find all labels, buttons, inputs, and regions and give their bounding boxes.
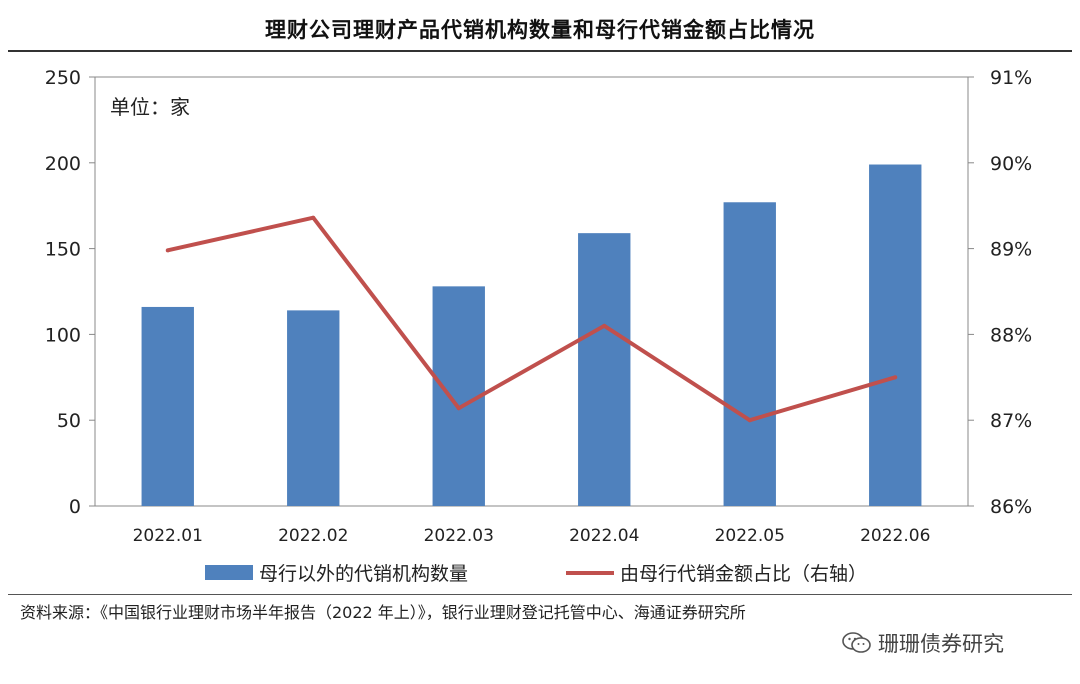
bar-series — [141, 164, 922, 507]
title-divider — [8, 50, 1072, 52]
bar-2022.01 — [141, 306, 194, 506]
bar-2022.05 — [723, 202, 776, 506]
source-note: 资料来源：《中国银行业理财市场半年报告（2022 年上）》，银行业理财登记托管中… — [20, 603, 746, 622]
legend-bar-label: 母行以外的代销机构数量 — [259, 563, 468, 585]
x-axis-tick-label: 2022.02 — [278, 526, 348, 546]
wechat-icon — [842, 632, 871, 653]
x-axis-tick-label: 2022.01 — [133, 526, 203, 546]
line-point-2022.05 — [747, 418, 752, 423]
left-axis-tick-label: 0 — [69, 496, 81, 518]
right-axis-tick-label: 91% — [990, 67, 1032, 89]
right-axis-tick-label: 89% — [990, 239, 1032, 261]
bar-2022.02 — [287, 310, 340, 506]
x-axis-tick-label: 2022.03 — [424, 526, 494, 546]
left-axis: 0 50 100 150 200 250 — [45, 67, 95, 518]
line-point-2022.06 — [893, 375, 898, 380]
bar-2022.04 — [578, 233, 631, 506]
line-series — [165, 215, 898, 423]
unit-label: 单位：家 — [110, 95, 190, 119]
right-axis-tick-label: 86% — [990, 496, 1032, 518]
line-point-2022.03 — [456, 406, 461, 411]
bar-2022.06 — [869, 164, 922, 507]
left-axis-tick-label: 200 — [45, 153, 81, 175]
right-axis-tick-label: 88% — [990, 324, 1032, 346]
source-divider — [8, 594, 1072, 595]
line-point-2022.01 — [165, 248, 170, 253]
line-point-2022.04 — [602, 323, 607, 328]
x-axis-tick-label: 2022.05 — [715, 526, 785, 546]
legend-bar-swatch — [205, 565, 253, 580]
line-path — [167, 215, 896, 423]
plot-area-frame — [94, 76, 969, 507]
x-axis: 2022.01 2022.02 2022.03 2022.04 2022.05 2022.… — [133, 526, 931, 546]
watermark: 珊珊债券研究 — [842, 628, 1004, 658]
legend-line-label: 由母行代销金额占比（右轴） — [620, 563, 867, 585]
x-axis-tick-label: 2022.06 — [860, 526, 930, 546]
left-axis-tick-label: 250 — [45, 67, 81, 89]
line-point-2022.02 — [311, 215, 316, 220]
right-axis: 86% 87% 88% 89% 90% 91% — [968, 67, 1032, 518]
left-axis-tick-label: 100 — [45, 324, 81, 346]
left-axis-tick-label: 50 — [57, 410, 81, 432]
right-axis-tick-label: 90% — [990, 153, 1032, 175]
watermark-text: 珊珊债券研究 — [878, 632, 1004, 656]
chart-title: 理财公司理财产品代销机构数量和母行代销金额占比情况 — [265, 18, 815, 42]
x-axis-tick-label: 2022.04 — [569, 526, 639, 546]
right-axis-tick-label: 87% — [990, 410, 1032, 432]
legend: 母行以外的代销机构数量 由母行代销金额占比（右轴） — [205, 563, 867, 585]
left-axis-tick-label: 150 — [45, 239, 81, 261]
